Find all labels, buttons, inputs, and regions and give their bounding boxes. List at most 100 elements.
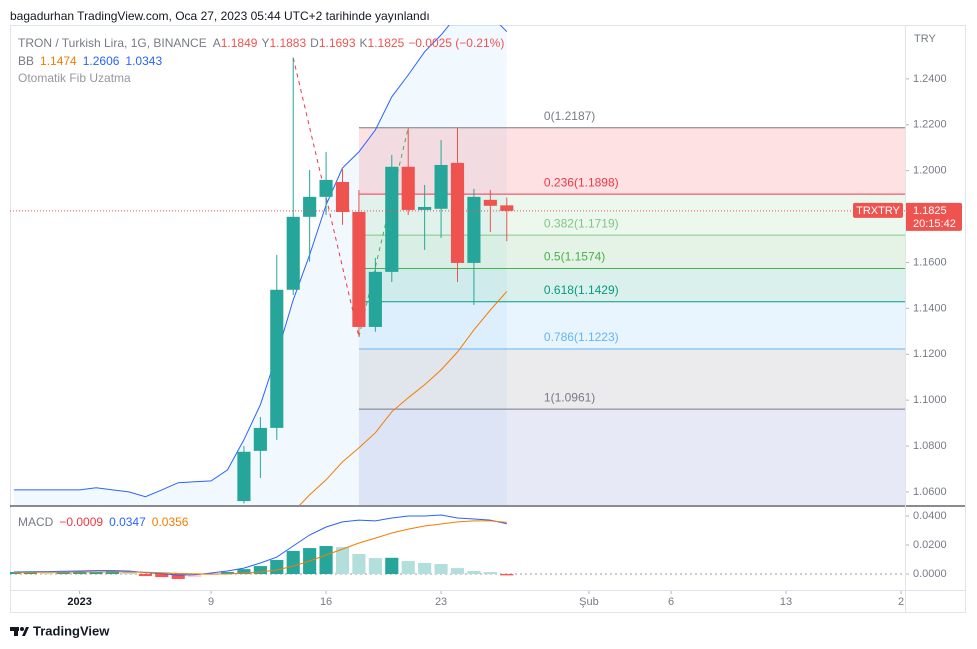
macd-value: 0.0347 [109,515,146,529]
macd-value: −0.0009 [59,515,103,529]
fib-level-label: 0.786(1.1223) [544,330,619,344]
x-tick-label: 6 [668,596,674,608]
macd-histogram-bar [220,572,235,575]
x-tick-label: 2023 [67,596,91,608]
fib-zone [358,194,905,236]
y-tick-label: 0.0200 [913,539,947,551]
macd-line [13,514,507,576]
candle-body [483,199,497,206]
y-tick-label: 1.2000 [913,165,947,177]
fib-label: Otomatik Fib Uzatma [18,71,131,85]
macd-histogram-bar [434,564,448,575]
fib-zone [358,127,905,195]
candle-body [467,196,481,263]
bb-basis [299,291,508,505]
macd-histogram-bar [155,574,169,578]
ohlc-prefix: A [213,36,221,50]
fib-level-label: 1(1.0961) [544,390,595,404]
y-tick-label: 0.0000 [913,568,947,580]
macd-histogram-bar [56,572,70,575]
x-tick-label: 9 [208,596,214,608]
fib-zone [358,409,905,505]
change: −0.0025 (−0.21%) [408,36,504,50]
macd-histogram-bar [171,574,185,579]
macd-histogram-bar [368,558,382,575]
fib-zone [358,268,905,302]
fib-zone [358,301,905,349]
ohlc-value: 1.1883 [269,36,306,50]
y-tick-label: 1.1000 [913,394,947,406]
candle-body [385,166,399,272]
fib-zone [358,348,905,410]
fib-level-label: 0.382(1.1719) [544,216,619,230]
candle-body [270,289,284,428]
candle-body [303,196,317,217]
bb-value: 1.0343 [125,54,162,68]
bb-value: 1.1474 [40,54,77,68]
macd-histogram-bar [73,572,87,575]
candle-body [253,427,267,451]
candle-body [319,179,333,197]
macd-histogram-bar [352,554,366,575]
macd-histogram-bar [122,572,136,575]
legend-row: TRON / Turkish Lira, 1G, BINANCE A1.1849 Y… [18,36,504,50]
y-tick-label: 1.0800 [913,440,947,452]
bb-legend: BB 1.1474 1.2606 1.0343 [18,54,162,68]
macd-histogram-bar [401,560,415,575]
macd-histogram-bar [89,572,103,575]
chart-frame [10,25,966,613]
y-tick-label: 1.2400 [913,73,947,85]
macd-label: MACD [18,515,54,529]
macd-histogram-bar [138,574,152,577]
brand-logo [10,627,29,636]
ohlc-value: 1.1849 [221,36,258,50]
macd-legend: MACD −0.0009 0.0347 0.0356 [18,515,189,529]
x-tick-label: 23 [435,596,447,608]
macd-histogram-bar [500,574,514,576]
symbol-title: TRON / Turkish Lira, 1G, BINANCE [18,36,207,50]
candle-body [335,181,350,212]
candle-body [237,451,251,502]
candle-body [352,211,366,327]
candle-body [286,216,300,290]
macd-histogram-bar [319,546,333,575]
macd-histogram-bar [40,573,54,575]
symbol-badge [853,202,903,218]
candle-body [500,205,514,211]
bb-value: 1.2606 [83,54,120,68]
price-badge-value: 1.1825 [913,205,947,217]
x-tick-label: 13 [780,596,792,608]
y-tick-label: 1.1200 [913,348,947,360]
y-tick-label: 1.0600 [913,486,947,498]
candle-body [418,206,432,210]
macd-histogram-bar [483,572,497,575]
macd-histogram-bar [335,547,350,575]
macd-value: 0.0356 [152,515,189,529]
fib-level-label: 0.618(1.1429) [544,283,619,297]
macd-histogram-bar [23,572,37,575]
bb-label: BB [18,54,34,68]
x-tick-label: 16 [320,596,332,608]
candle-body [401,166,415,210]
macd-pane [10,514,905,579]
macd-histogram-bar [450,568,465,575]
currency: TRY [914,33,936,45]
publish-note: bagadurhan TradingView.com, Oca 27, 2023… [10,9,430,23]
y-tick-label: 1.1600 [913,256,947,268]
y-tick-label: 1.1400 [913,302,947,314]
fib-level-label: 0(1.2187) [544,109,595,123]
macd-histogram-bar [188,574,202,578]
signal-line [13,520,507,575]
macd-histogram-bar [270,559,284,575]
price-badge [905,202,962,231]
macd-histogram-bar [418,563,432,575]
fib-level-label: 0.5(1.1574) [544,250,605,264]
macd-histogram-bar [286,550,300,575]
symbol-badge-text: TRXTRY [856,205,900,217]
ohlc-prefix: D [310,36,319,50]
candle-body [450,162,465,263]
macd-histogram-bar [105,570,120,575]
macd-histogram-bar [204,574,218,576]
x-tick-label: Şub [579,596,599,608]
